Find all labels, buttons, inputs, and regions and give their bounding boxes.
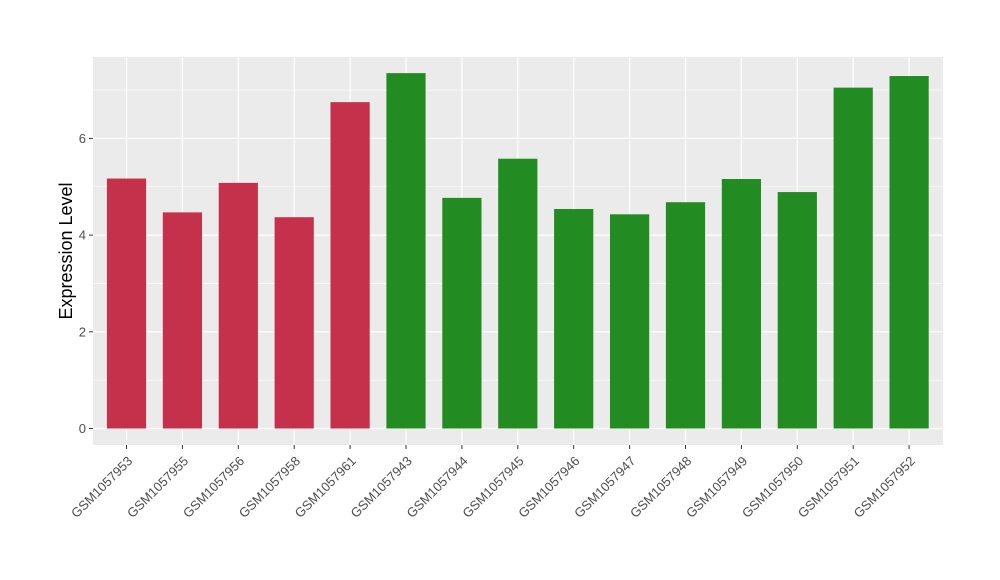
bar — [665, 202, 706, 429]
y-tick-label: 4 — [79, 228, 86, 243]
bar — [386, 73, 426, 429]
y-axis-title: Expression Level — [56, 182, 76, 319]
x-axis: GSM1057953GSM1057955GSM1057956GSM1057958… — [68, 445, 918, 521]
bar — [554, 208, 594, 429]
y-tick-label: 6 — [79, 131, 86, 146]
bar — [218, 182, 258, 429]
bar — [330, 102, 370, 429]
bar — [498, 158, 538, 429]
bar — [106, 178, 147, 429]
bar — [610, 214, 650, 429]
bar — [442, 197, 482, 429]
bar — [274, 217, 314, 429]
bar — [833, 87, 873, 429]
y-tick-label: 2 — [79, 324, 86, 339]
bars-group — [106, 73, 929, 429]
bar — [777, 192, 817, 429]
y-tick-label: 0 — [79, 421, 86, 436]
bar — [721, 179, 761, 429]
bar — [162, 212, 202, 429]
bar — [889, 76, 929, 429]
y-axis: 0 2 4 6 — [79, 131, 93, 436]
